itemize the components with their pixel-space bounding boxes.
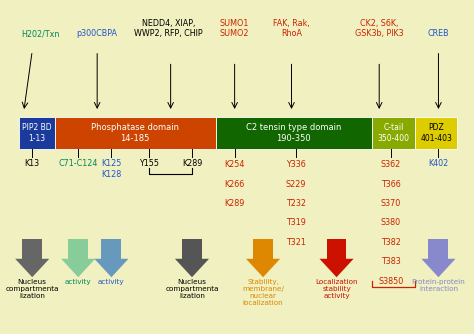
Polygon shape	[94, 259, 128, 277]
Text: T366: T366	[381, 180, 401, 189]
Bar	[22, 239, 42, 259]
Polygon shape	[319, 259, 354, 277]
Text: K402: K402	[428, 159, 448, 168]
Text: PDZ
401-403: PDZ 401-403	[420, 123, 452, 143]
Text: SUMO1
SUMO2: SUMO1 SUMO2	[220, 19, 249, 38]
Bar	[372, 117, 415, 149]
Polygon shape	[175, 259, 209, 277]
Bar	[216, 117, 372, 149]
Text: Stability,
membrane/
nuclear
localization: Stability, membrane/ nuclear localizatio…	[242, 279, 284, 306]
Text: Phosphatase domain
14-185: Phosphatase domain 14-185	[91, 123, 179, 143]
Text: C2 tensin type domain
190-350: C2 tensin type domain 190-350	[246, 123, 342, 143]
Text: K289: K289	[225, 199, 245, 208]
Text: T232: T232	[286, 199, 306, 208]
Bar	[428, 239, 448, 259]
Bar	[327, 239, 346, 259]
Bar	[68, 239, 88, 259]
Text: S229: S229	[286, 180, 307, 189]
Text: Y155: Y155	[139, 159, 159, 168]
Polygon shape	[61, 259, 95, 277]
Bar	[253, 239, 273, 259]
Polygon shape	[15, 259, 49, 277]
Bar	[19, 117, 55, 149]
Text: T382: T382	[381, 238, 401, 247]
Text: T319: T319	[286, 218, 306, 227]
Text: p300CBPA: p300CBPA	[77, 29, 118, 38]
Text: PIP2 BD
1-13: PIP2 BD 1-13	[22, 123, 52, 143]
Text: Protein-protein
interaction: Protein-protein interaction	[411, 279, 465, 292]
Text: activity: activity	[98, 279, 125, 285]
Text: CREB: CREB	[428, 29, 449, 38]
Bar	[101, 239, 121, 259]
Polygon shape	[246, 259, 280, 277]
Text: K266: K266	[225, 180, 245, 189]
Text: S3850: S3850	[378, 277, 404, 286]
Text: C-tail
350-400: C-tail 350-400	[377, 123, 410, 143]
Bar	[182, 239, 202, 259]
Text: T321: T321	[286, 238, 306, 247]
Text: S380: S380	[381, 218, 401, 227]
Text: S362: S362	[381, 160, 401, 169]
Text: H202/Txn: H202/Txn	[21, 29, 59, 38]
Text: K13: K13	[25, 159, 40, 168]
Text: Localization
stability
activity: Localization stability activity	[315, 279, 358, 299]
Text: S370: S370	[381, 199, 401, 208]
Text: K254: K254	[225, 160, 245, 169]
Text: CK2, S6K,
GSK3b, PIK3: CK2, S6K, GSK3b, PIK3	[355, 19, 403, 38]
Text: Y336: Y336	[286, 160, 306, 169]
Text: Nucleus
compartmenta
lization: Nucleus compartmenta lization	[6, 279, 59, 299]
Text: C71-C124: C71-C124	[58, 159, 98, 168]
Text: T383: T383	[381, 257, 401, 266]
Text: K289: K289	[182, 159, 202, 168]
Text: Nucleus
compartmenta
lization: Nucleus compartmenta lization	[165, 279, 219, 299]
Text: K125
K128: K125 K128	[101, 159, 121, 179]
Polygon shape	[421, 259, 456, 277]
Bar	[415, 117, 457, 149]
Bar	[55, 117, 216, 149]
Text: FAK, Rak,
RhoA: FAK, Rak, RhoA	[273, 19, 310, 38]
Text: activity: activity	[65, 279, 91, 285]
Text: NEDD4, XIAP,
WWP2, RFP, CHIP: NEDD4, XIAP, WWP2, RFP, CHIP	[134, 19, 202, 38]
